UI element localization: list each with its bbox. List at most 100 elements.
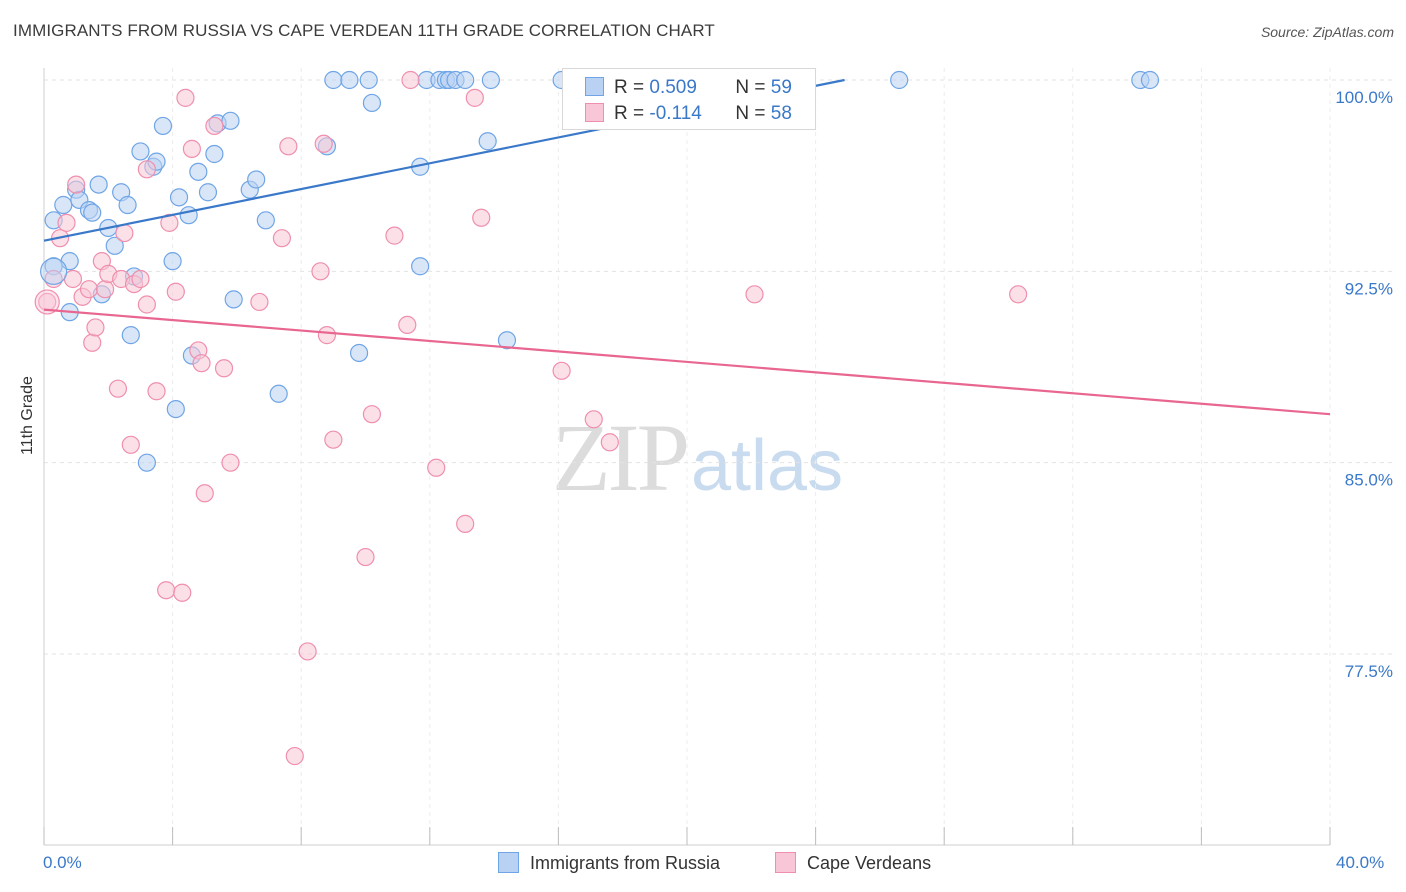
point-capeverde xyxy=(86,318,105,337)
point-capeverde xyxy=(160,213,179,232)
source-label: Source: ZipAtlas.com xyxy=(1260,24,1394,40)
point-capeverde xyxy=(745,285,764,304)
point-capeverde xyxy=(314,134,333,153)
point-capeverde xyxy=(115,223,134,243)
point-capeverde xyxy=(285,746,304,766)
point-capeverde xyxy=(108,379,128,398)
point-capeverde xyxy=(398,315,417,335)
point-russia xyxy=(179,206,198,225)
point-russia xyxy=(169,188,189,207)
point-capeverde xyxy=(137,160,156,179)
point-capeverde xyxy=(157,581,176,600)
point-russia xyxy=(89,175,108,194)
series-label-capeverde: Cape Verdeans xyxy=(807,853,932,873)
legend-r-value-russia: 0.509 xyxy=(649,77,697,98)
legend-row-russia: R = 0.509 N = 59 xyxy=(585,77,792,99)
point-russia xyxy=(1140,70,1160,90)
point-capeverde xyxy=(584,410,603,429)
watermark-atlas: atlas xyxy=(691,426,844,506)
point-capeverde xyxy=(195,484,214,503)
zipatlas-watermark: ZIPatlas xyxy=(552,402,843,513)
point-capeverde xyxy=(176,88,195,107)
point-russia xyxy=(54,195,73,215)
point-russia xyxy=(349,343,369,363)
point-russia xyxy=(456,70,475,90)
point-capeverde xyxy=(456,514,475,533)
point-russia xyxy=(247,170,266,189)
trend-line-capeverde xyxy=(43,308,1331,416)
point-russia xyxy=(478,132,497,151)
y-tick-label: 92.5% xyxy=(1345,279,1393,298)
point-capeverde xyxy=(131,269,150,289)
point-capeverde xyxy=(279,137,298,156)
point-russia xyxy=(890,70,909,90)
point-capeverde xyxy=(95,280,115,299)
point-capeverde xyxy=(147,382,166,401)
series-swatch-capeverde xyxy=(775,852,796,873)
point-capeverde xyxy=(57,213,76,232)
axes xyxy=(43,68,1331,846)
y-tick-label: 85.0% xyxy=(1345,471,1393,490)
point-russia xyxy=(153,116,173,136)
watermark-zip: ZIP xyxy=(552,404,690,511)
point-capeverde xyxy=(401,70,420,90)
point-russia xyxy=(189,162,208,181)
legend-r-value-capeverde: -0.114 xyxy=(649,103,702,124)
point-capeverde xyxy=(79,280,99,299)
series-legend-capeverde[interactable]: Cape Verdeans xyxy=(775,852,931,874)
legend-swatch-capeverde xyxy=(585,103,604,122)
point-russia xyxy=(340,70,359,90)
y-tick-label: 77.5% xyxy=(1345,662,1393,681)
point-capeverde xyxy=(356,547,375,567)
point-russia xyxy=(481,70,500,90)
point-russia xyxy=(497,331,517,350)
point-capeverde xyxy=(121,435,140,454)
legend-n-value-capeverde: 58 xyxy=(770,103,792,124)
point-russia xyxy=(411,257,430,276)
point-capeverde xyxy=(465,88,484,107)
series-label-russia: Immigrants from Russia xyxy=(530,853,721,873)
point-capeverde xyxy=(182,139,201,158)
point-capeverde xyxy=(205,116,224,136)
point-russia xyxy=(362,93,382,113)
point-capeverde xyxy=(324,430,343,449)
point-capeverde xyxy=(221,453,240,472)
point-russia xyxy=(105,236,124,255)
point-russia xyxy=(256,211,275,230)
legend-swatch-russia xyxy=(585,77,604,96)
point-russia xyxy=(324,70,343,90)
y-tick-label: 100.0% xyxy=(1335,88,1393,107)
point-capeverde xyxy=(192,354,211,373)
point-russia xyxy=(131,142,150,161)
series-legend: Immigrants from Russia Cape Verdeans xyxy=(0,852,1406,878)
data-points xyxy=(34,70,1160,766)
point-russia xyxy=(198,183,218,202)
x-tick-label-min: 0.0% xyxy=(43,853,82,872)
point-russia xyxy=(121,326,140,345)
point-capeverde xyxy=(317,326,337,345)
legend-r-label: R = xyxy=(614,77,645,98)
y-tick-labels: 100.0% 92.5% 85.0% 77.5% xyxy=(1335,88,1393,681)
point-capeverde xyxy=(311,262,330,281)
point-capeverde xyxy=(298,642,317,661)
point-capeverde xyxy=(552,361,571,380)
point-capeverde xyxy=(1009,285,1028,304)
point-russia xyxy=(83,203,102,222)
point-russia xyxy=(269,384,288,403)
legend-row-capeverde: R = -0.114 N = 58 xyxy=(585,103,792,125)
point-capeverde-cluster xyxy=(34,289,60,315)
point-capeverde xyxy=(83,333,102,352)
point-russia xyxy=(359,70,378,90)
chart-title: IMMIGRANTS FROM RUSSIA VS CAPE VERDEAN 1… xyxy=(13,21,715,40)
legend-r-label: R = xyxy=(614,103,645,124)
point-capeverde xyxy=(250,292,269,312)
point-capeverde xyxy=(166,282,185,301)
point-capeverde xyxy=(385,226,404,245)
legend-n-label: N = xyxy=(735,103,766,124)
point-russia xyxy=(221,111,240,130)
point-capeverde xyxy=(214,359,234,378)
point-russia xyxy=(205,144,224,164)
series-legend-russia[interactable]: Immigrants from Russia xyxy=(498,852,720,874)
point-capeverde xyxy=(600,433,619,452)
